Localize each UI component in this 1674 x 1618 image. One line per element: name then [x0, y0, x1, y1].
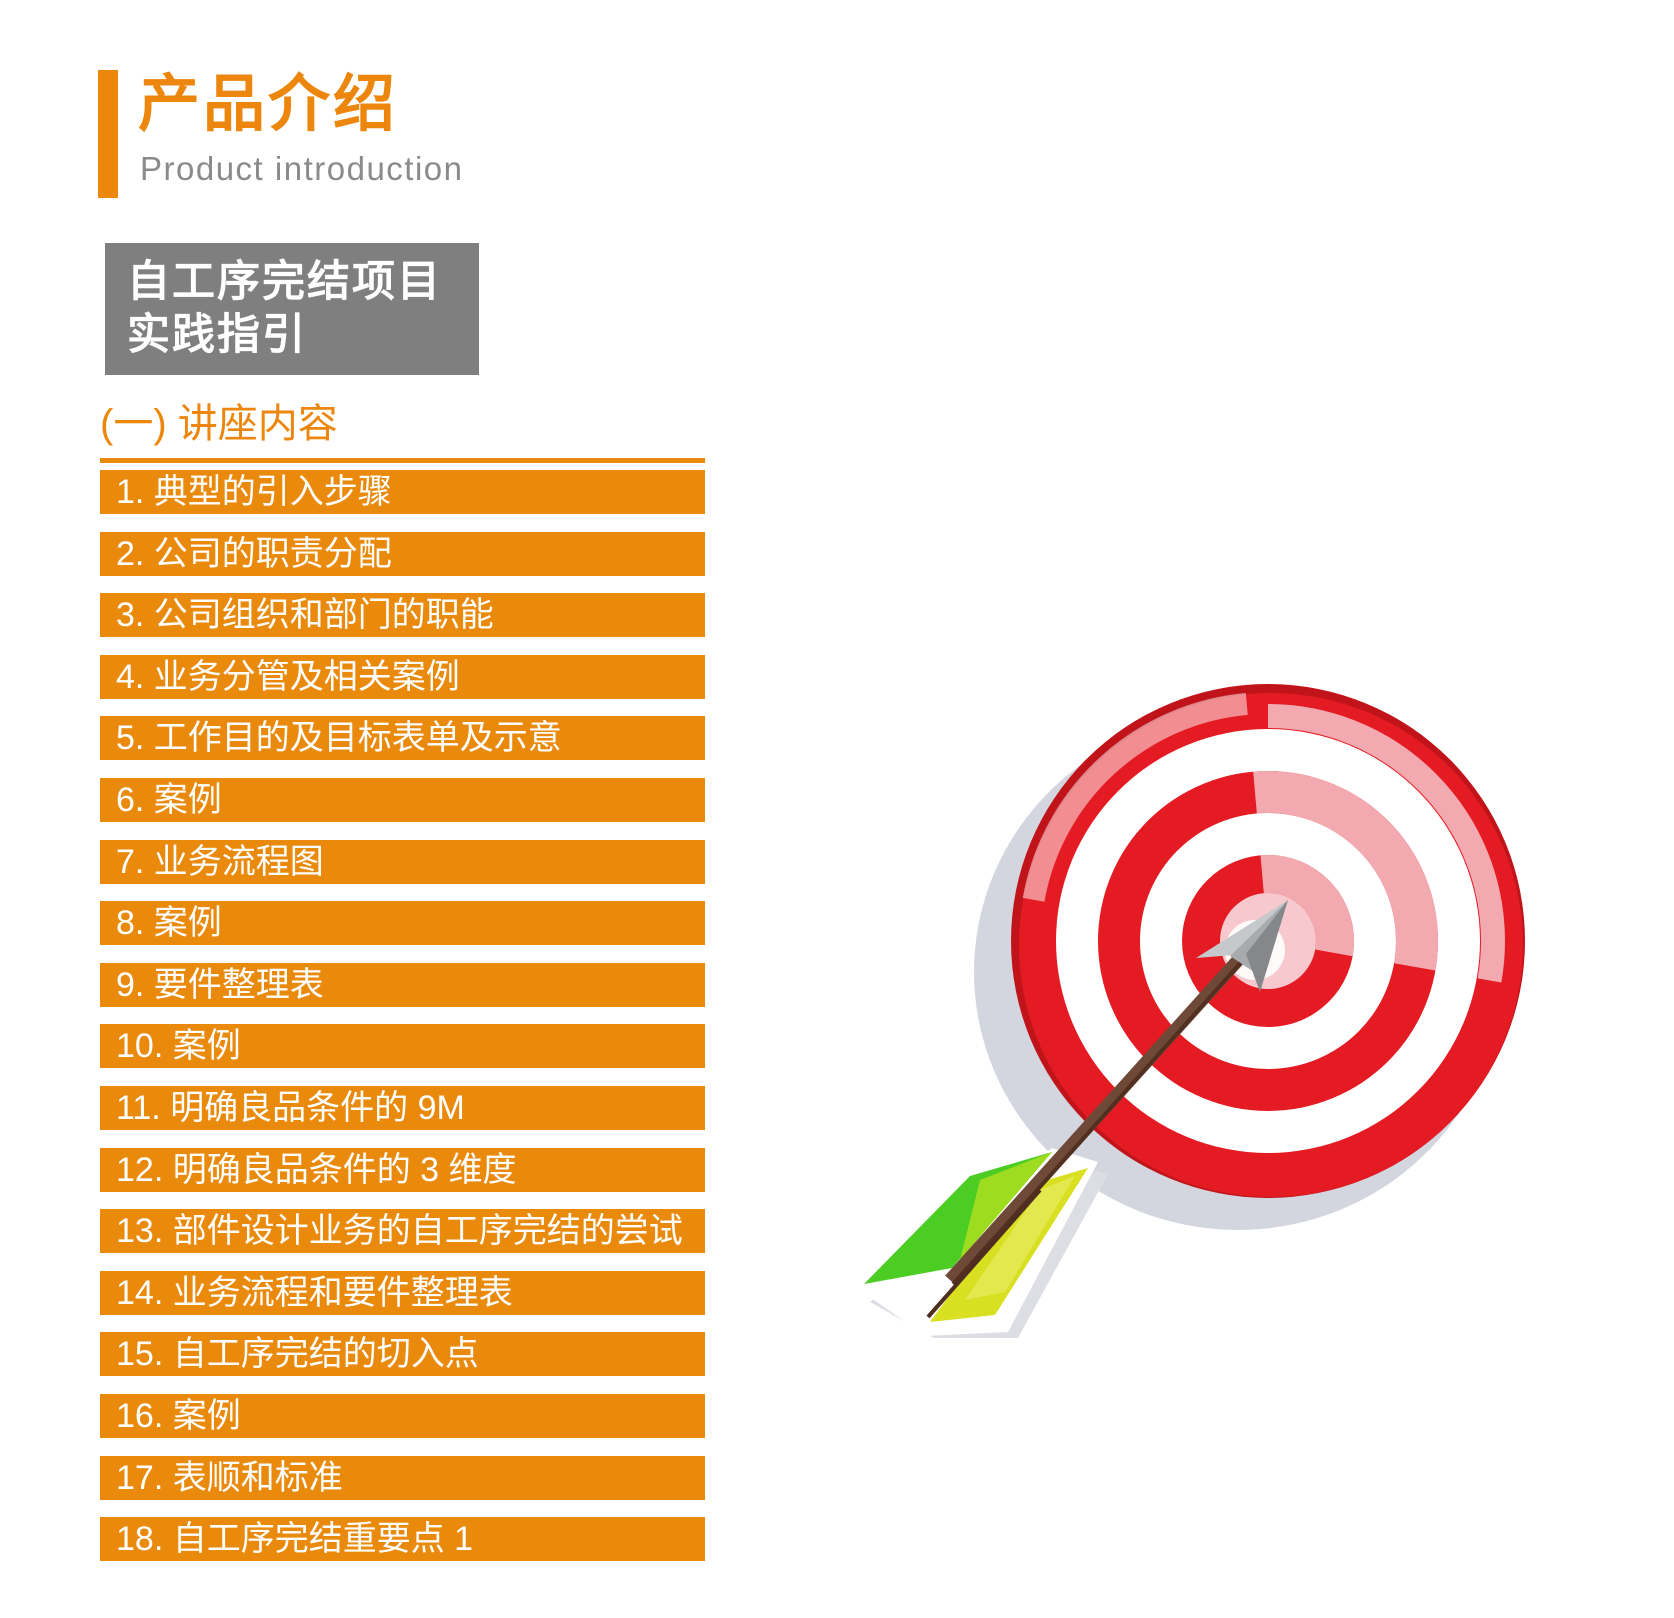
list-item: 14. 业务流程和要件整理表 — [100, 1270, 705, 1315]
list-item: 17. 表顺和标准 — [100, 1455, 705, 1500]
accent-vertical-bar — [98, 70, 118, 198]
list-item: 10. 案例 — [100, 1024, 705, 1069]
banner-gray-box: 自工序完结项目 实践指引 — [105, 243, 479, 375]
list-item: 13. 部件设计业务的自工序完结的尝试 — [100, 1209, 705, 1254]
list-item: 7. 业务流程图 — [100, 839, 705, 884]
list-item: 18. 自工序完结重要点 1 — [100, 1517, 705, 1562]
list-item: 6. 案例 — [100, 777, 705, 822]
lecture-list: 1. 典型的引入步骤 2. 公司的职责分配 3. 公司组织和部门的职能 4. 业务分管… — [100, 470, 705, 1579]
list-item: 8. 案例 — [100, 901, 705, 946]
list-item: 9. 要件整理表 — [100, 962, 705, 1007]
list-item: 11. 明确良品条件的 9M — [100, 1085, 705, 1130]
list-item: 16. 案例 — [100, 1393, 705, 1438]
list-item: 2. 公司的职责分配 — [100, 531, 705, 576]
divider — [100, 458, 705, 463]
list-item: 4. 业务分管及相关案例 — [100, 654, 705, 699]
banner-line2: 实践指引 — [127, 311, 307, 359]
page-title: 产品介绍 — [138, 70, 399, 139]
bullseye-target-arrow-icon — [860, 684, 1525, 1338]
list-item: 12. 明确良品条件的 3 维度 — [100, 1147, 705, 1192]
section-heading: (一) 讲座内容 — [100, 402, 338, 446]
list-item: 3. 公司组织和部门的职能 — [100, 593, 705, 638]
list-item: 15. 自工序完结的切入点 — [100, 1332, 705, 1377]
banner-line1: 自工序完结项目 — [127, 258, 442, 306]
list-item: 1. 典型的引入步骤 — [100, 470, 705, 514]
list-item: 5. 工作目的及目标表单及示意 — [100, 716, 705, 761]
page-subtitle: Product introduction — [140, 150, 464, 187]
